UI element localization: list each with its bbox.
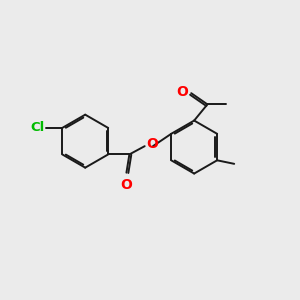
Text: O: O bbox=[121, 178, 132, 192]
Text: Cl: Cl bbox=[30, 122, 45, 134]
Text: O: O bbox=[146, 137, 158, 151]
Text: O: O bbox=[176, 85, 188, 99]
